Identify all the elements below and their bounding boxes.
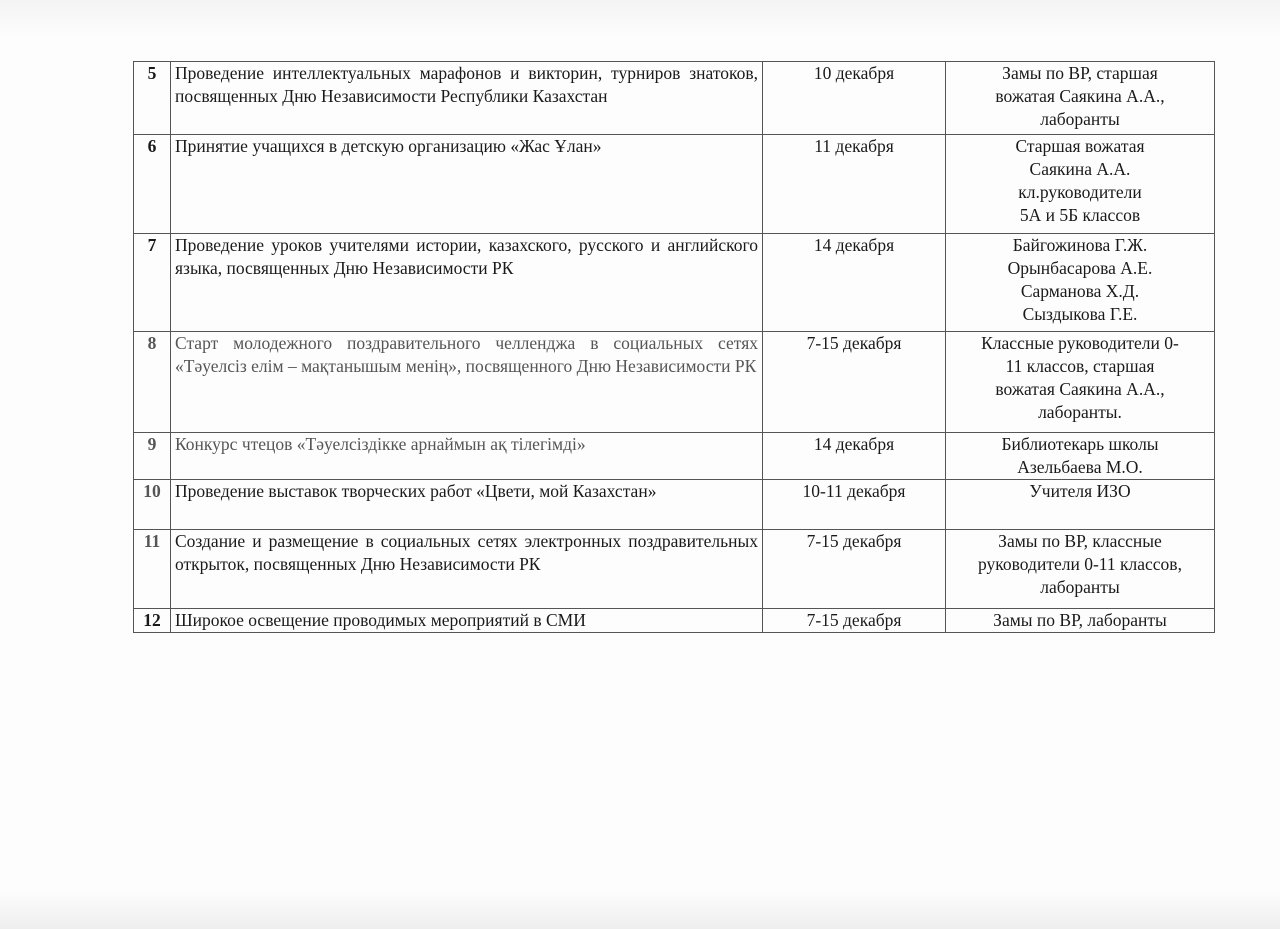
events-table: 5 Проведение интеллектуальных марафонов и… <box>133 61 1215 633</box>
responsible-persons: Библиотекарь школы Азельбаева М.О. <box>945 432 1215 480</box>
table-row: 11 Создание и размещение в социальных сет… <box>133 529 1215 609</box>
row-number: 8 <box>133 331 171 433</box>
table-row: 6 Принятие учащихся в детскую организацию… <box>133 134 1215 234</box>
responsible-line: Замы по ВР, классные <box>998 531 1162 551</box>
event-description: Проведение выставок творческих работ «Цв… <box>170 479 763 530</box>
row-number: 11 <box>133 529 171 609</box>
responsible-persons: Старшая вожатая Саякина А.А. кл.руководите… <box>945 134 1215 234</box>
event-date: 7-15 декабря <box>762 608 946 633</box>
row-number: 5 <box>133 61 171 135</box>
responsible-persons: Замы по ВР, лаборанты <box>945 608 1215 633</box>
event-date: 10 декабря <box>762 61 946 135</box>
event-description: Принятие учащихся в детскую организацию … <box>170 134 763 234</box>
responsible-line: лаборанты. <box>1038 402 1122 422</box>
event-date: 14 декабря <box>762 233 946 332</box>
row-number: 12 <box>133 608 171 633</box>
responsible-persons: Замы по ВР, старшая вожатая Саякина А.А.,… <box>945 61 1215 135</box>
event-date: 14 декабря <box>762 432 946 480</box>
responsible-line: Сыздыкова Г.Е. <box>1022 304 1138 324</box>
table-row: 10 Проведение выставок творческих работ «… <box>133 479 1215 530</box>
event-date: 11 декабря <box>762 134 946 234</box>
responsible-line: вожатая Саякина А.А., <box>995 379 1165 399</box>
responsible-line: Саякина А.А. <box>1029 159 1131 179</box>
event-date: 7-15 декабря <box>762 331 946 433</box>
table-row: 8 Старт молодежного поздравительного челл… <box>133 331 1215 433</box>
responsible-line: лаборанты <box>1040 109 1120 129</box>
responsible-line: 5А и 5Б классов <box>1019 205 1141 225</box>
responsible-line: руководители 0-11 классов, <box>978 554 1182 574</box>
responsible-line: Байгожинова Г.Ж. <box>1012 235 1148 255</box>
responsible-line: Замы по ВР, старшая <box>1002 63 1158 83</box>
responsible-line: Орынбасарова А.Е. <box>1007 258 1153 278</box>
responsible-persons: Классные руководители 0- 11 классов, стар… <box>945 331 1215 433</box>
responsible-line: Замы по ВР, лаборанты <box>993 610 1167 630</box>
row-number: 9 <box>133 432 171 480</box>
row-number: 7 <box>133 233 171 332</box>
table-row: 5 Проведение интеллектуальных марафонов и… <box>133 61 1215 135</box>
event-description: Создание и размещение в социальных сетях… <box>170 529 763 609</box>
row-number: 10 <box>133 479 171 530</box>
responsible-line: вожатая Саякина А.А., <box>995 86 1165 106</box>
responsible-line: Азельбаева М.О. <box>1017 457 1143 477</box>
responsible-persons: Учителя ИЗО <box>945 479 1215 530</box>
table-row: 9 Конкурс чтецов «Тәуелсіздікке арнаймын … <box>133 432 1215 480</box>
responsible-line: Библиотекарь школы <box>1001 434 1159 454</box>
responsible-line: кл.руководители <box>1018 182 1142 202</box>
event-date: 10-11 декабря <box>762 479 946 530</box>
responsible-line: Старшая вожатая <box>1015 136 1145 156</box>
responsible-line: 11 классов, старшая <box>1005 356 1155 376</box>
responsible-line: Классные руководители 0- <box>981 333 1179 353</box>
row-number: 6 <box>133 134 171 234</box>
event-description: Старт молодежного поздравительного челле… <box>170 331 763 433</box>
responsible-persons: Замы по ВР, классные руководители 0-11 кл… <box>945 529 1215 609</box>
event-description: Проведение уроков учителями истории, каз… <box>170 233 763 332</box>
event-description: Широкое освещение проводимых мероприятий… <box>170 608 763 633</box>
responsible-persons: Байгожинова Г.Ж. Орынбасарова А.Е. Сармано… <box>945 233 1215 332</box>
responsible-line: Учителя ИЗО <box>1029 481 1131 501</box>
event-description: Проведение интеллектуальных марафонов и … <box>170 61 763 135</box>
event-description: Конкурс чтецов «Тәуелсіздікке арнаймын а… <box>170 432 763 480</box>
table-row: 7 Проведение уроков учителями истории, ка… <box>133 233 1215 332</box>
responsible-line: лаборанты <box>1040 577 1120 597</box>
responsible-line: Сарманова Х.Д. <box>1020 281 1140 301</box>
event-date: 7-15 декабря <box>762 529 946 609</box>
table-row: 12 Широкое освещение проводимых мероприят… <box>133 608 1215 633</box>
